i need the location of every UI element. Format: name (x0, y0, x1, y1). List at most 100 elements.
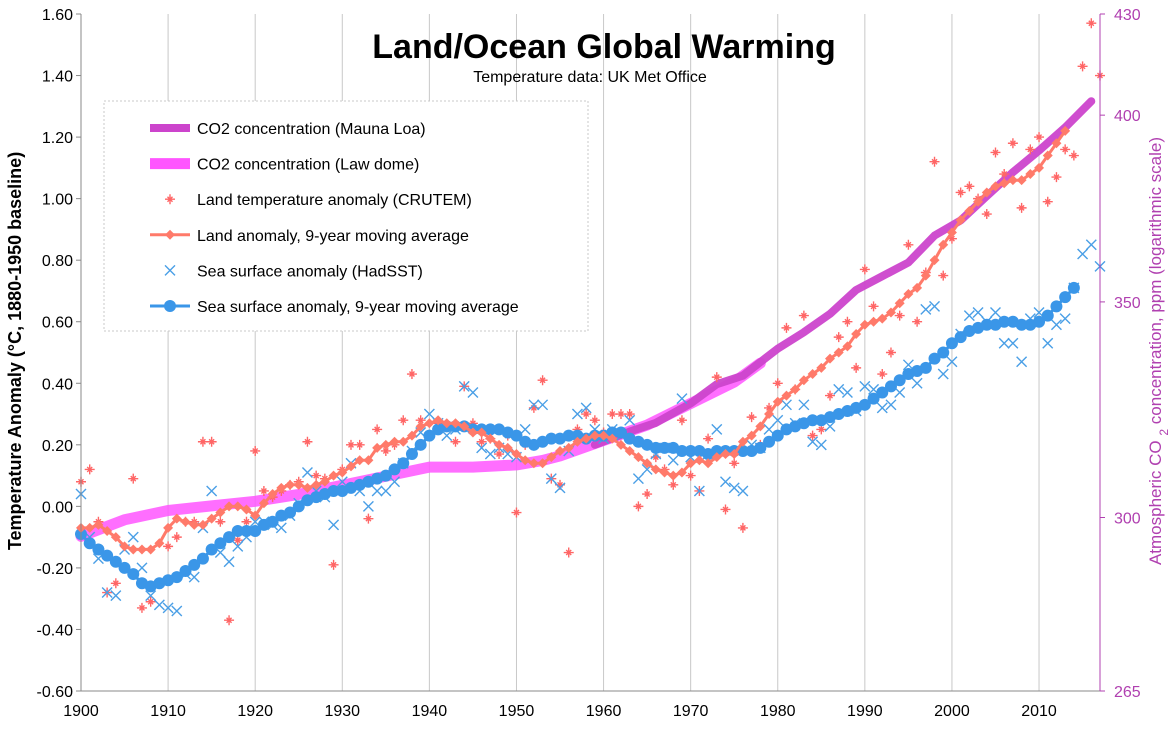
data-point (423, 408, 435, 420)
data-point (754, 441, 767, 454)
data-point (676, 415, 687, 426)
data-point (285, 479, 296, 490)
series-2 (76, 18, 1105, 626)
data-point (825, 353, 836, 364)
data-point (920, 303, 932, 315)
data-point (415, 421, 426, 432)
x-tick-label: 1930 (324, 703, 360, 720)
x-tick-label: 1980 (760, 703, 796, 720)
data-point (101, 549, 114, 562)
data-point (667, 454, 679, 466)
data-point (379, 469, 392, 482)
data-point (598, 430, 609, 441)
data-point (1086, 18, 1097, 29)
data-point (824, 420, 836, 432)
data-point (807, 369, 818, 380)
data-point (467, 427, 478, 438)
data-point (571, 408, 583, 420)
data-point (127, 568, 140, 581)
data-point (189, 519, 200, 530)
data-point (884, 380, 897, 393)
chart-title: Land/Ocean Global Warming (372, 28, 835, 66)
data-point (163, 541, 174, 552)
data-point (833, 332, 844, 343)
data-point (1041, 309, 1054, 322)
data-point (998, 315, 1011, 328)
data-point (868, 316, 879, 327)
data-point (893, 374, 906, 387)
data-point (494, 439, 505, 450)
legend-item: Land temperature anomaly (CRUTEM) (165, 192, 472, 209)
data-point (711, 423, 723, 435)
data-point (798, 399, 810, 411)
data-point (676, 467, 687, 478)
data-point (84, 522, 95, 533)
legend-swatch (164, 264, 176, 276)
data-point (858, 398, 871, 411)
data-point (511, 507, 522, 518)
data-point (737, 436, 748, 447)
data-point (276, 482, 287, 493)
data-point (196, 552, 209, 565)
data-point (894, 298, 905, 309)
data-point (867, 392, 880, 405)
data-point (929, 255, 940, 266)
data-point (876, 386, 889, 399)
data-point (842, 341, 853, 352)
data-point (145, 544, 156, 555)
data-point (1016, 202, 1027, 213)
data-point (459, 421, 470, 432)
data-point (240, 524, 253, 537)
data-point (118, 561, 131, 574)
data-point (676, 393, 688, 405)
data-point (868, 301, 879, 312)
x-tick-label: 1970 (673, 703, 709, 720)
series-0 (590, 97, 1096, 449)
legend-label: Sea surface anomaly (HadSST) (197, 263, 423, 280)
data-point (241, 516, 252, 527)
data-point (83, 537, 96, 550)
y-tick-label: 1.00 (42, 192, 73, 209)
data-point (955, 187, 966, 198)
data-point (128, 544, 139, 555)
data-point (885, 347, 896, 358)
data-point (615, 439, 626, 450)
legend-item: Sea surface anomaly (HadSST) (164, 263, 423, 280)
data-point (668, 479, 679, 490)
data-point (1067, 281, 1080, 294)
data-point (414, 438, 427, 451)
data-point (1060, 144, 1071, 155)
data-point (205, 543, 218, 556)
data-point (232, 540, 244, 552)
data-point (284, 506, 297, 519)
data-point (737, 522, 748, 533)
data-point (894, 310, 905, 321)
data-point (772, 396, 783, 407)
data-point (999, 169, 1010, 180)
data-point (476, 442, 488, 454)
data-point (624, 414, 636, 426)
data-point (816, 362, 827, 373)
data-point (816, 424, 827, 435)
data-point (920, 270, 931, 281)
data-point (833, 383, 845, 395)
x-tick-label: 1960 (586, 703, 622, 720)
data-point (720, 449, 731, 460)
data-point (467, 418, 478, 429)
data-point (311, 479, 322, 490)
data-point (572, 436, 583, 447)
data-point (555, 445, 566, 456)
data-point (511, 449, 522, 460)
data-point (1007, 175, 1018, 186)
data-point (851, 329, 862, 340)
y2-axis-label-subscript: 2 (1157, 429, 1171, 436)
y-tick-label: 1.40 (42, 69, 73, 86)
data-point (903, 239, 914, 250)
data-point (737, 485, 749, 497)
data-point (946, 227, 957, 238)
data-point (345, 461, 356, 472)
data-point (206, 485, 218, 497)
y2-tick-label: 265 (1114, 684, 1141, 701)
data-point (1051, 172, 1062, 183)
data-point (1007, 138, 1018, 149)
